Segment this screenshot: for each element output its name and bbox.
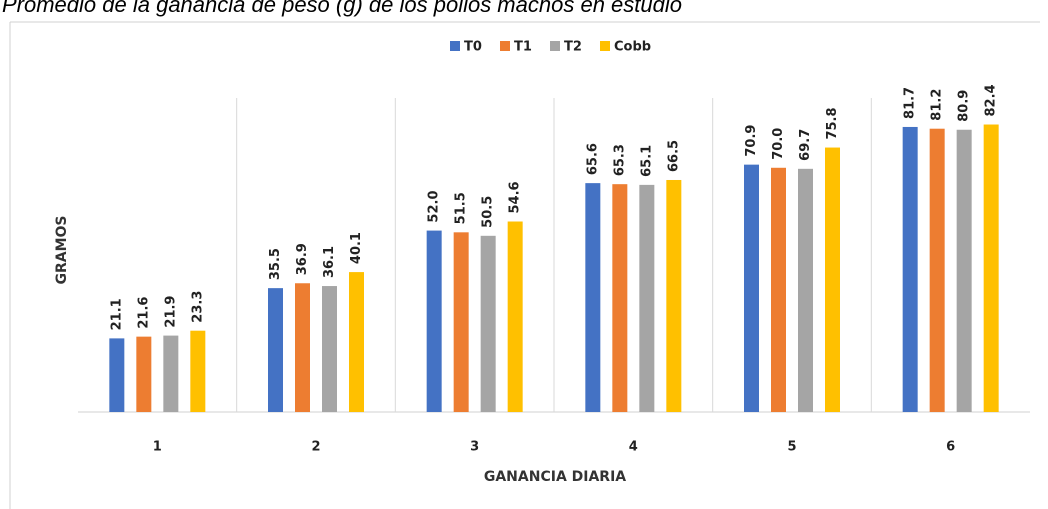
bar xyxy=(771,167,786,412)
y-axis-title: GRAMOS xyxy=(54,215,70,284)
data-label: 69.7 xyxy=(798,129,813,161)
data-label: 36.9 xyxy=(295,243,310,275)
legend-label: T2 xyxy=(564,40,582,55)
data-label: 66.5 xyxy=(666,140,681,172)
bar xyxy=(136,336,152,412)
legend-label: Cobb xyxy=(614,40,651,55)
bar xyxy=(744,164,759,412)
bar xyxy=(295,283,310,412)
bar xyxy=(956,129,972,412)
bar xyxy=(322,286,337,412)
bar xyxy=(507,221,523,412)
x-tick-label: 5 xyxy=(787,440,796,455)
bar xyxy=(268,288,283,412)
bar xyxy=(639,184,655,412)
data-label: 21.1 xyxy=(109,298,124,330)
bar xyxy=(426,230,442,412)
legend-swatch xyxy=(600,41,610,51)
x-tick-label: 1 xyxy=(153,440,162,455)
bar xyxy=(453,232,469,412)
bar xyxy=(612,184,628,412)
bar xyxy=(109,338,125,412)
bar xyxy=(825,147,840,412)
bar xyxy=(163,335,179,412)
data-label: 80.9 xyxy=(957,90,972,122)
data-label: 35.5 xyxy=(268,248,283,280)
bar xyxy=(480,235,496,412)
data-label: 51.5 xyxy=(454,192,469,224)
data-label: 52.0 xyxy=(427,190,442,222)
data-label: 65.6 xyxy=(585,143,600,175)
legend-swatch xyxy=(550,41,560,51)
data-label: 36.1 xyxy=(322,246,337,278)
bar xyxy=(190,330,206,412)
bar xyxy=(585,183,601,412)
x-tick-label: 4 xyxy=(629,440,638,455)
data-label: 75.8 xyxy=(825,107,840,139)
data-label: 23.3 xyxy=(190,291,205,323)
bar xyxy=(666,179,682,412)
data-label: 70.0 xyxy=(771,128,786,160)
data-label: 65.3 xyxy=(612,144,627,176)
chart-title: Promedio de la ganancia de peso (g) de l… xyxy=(2,0,682,17)
data-label: 65.1 xyxy=(639,145,654,177)
data-label: 54.6 xyxy=(508,181,523,213)
x-axis-title: GANANCIA DIARIA xyxy=(484,469,626,485)
data-label: 21.9 xyxy=(163,296,178,328)
x-tick-label: 2 xyxy=(311,440,320,455)
data-label: 81.2 xyxy=(930,89,945,121)
bar xyxy=(929,128,945,413)
data-label: 81.7 xyxy=(903,87,918,119)
bar xyxy=(983,124,999,412)
bar xyxy=(798,168,813,412)
x-tick-label: 6 xyxy=(946,440,955,455)
data-label: 82.4 xyxy=(984,84,999,116)
data-label: 70.9 xyxy=(744,125,759,157)
bar xyxy=(349,272,364,412)
legend-label: T1 xyxy=(514,40,532,55)
legend-label: T0 xyxy=(464,40,482,55)
data-label: 40.1 xyxy=(349,232,364,264)
bar xyxy=(902,126,918,413)
data-label: 21.6 xyxy=(136,297,151,329)
x-tick-label: 3 xyxy=(470,440,479,455)
data-label: 50.5 xyxy=(481,196,496,228)
legend-swatch xyxy=(450,41,460,51)
legend-swatch xyxy=(500,41,510,51)
